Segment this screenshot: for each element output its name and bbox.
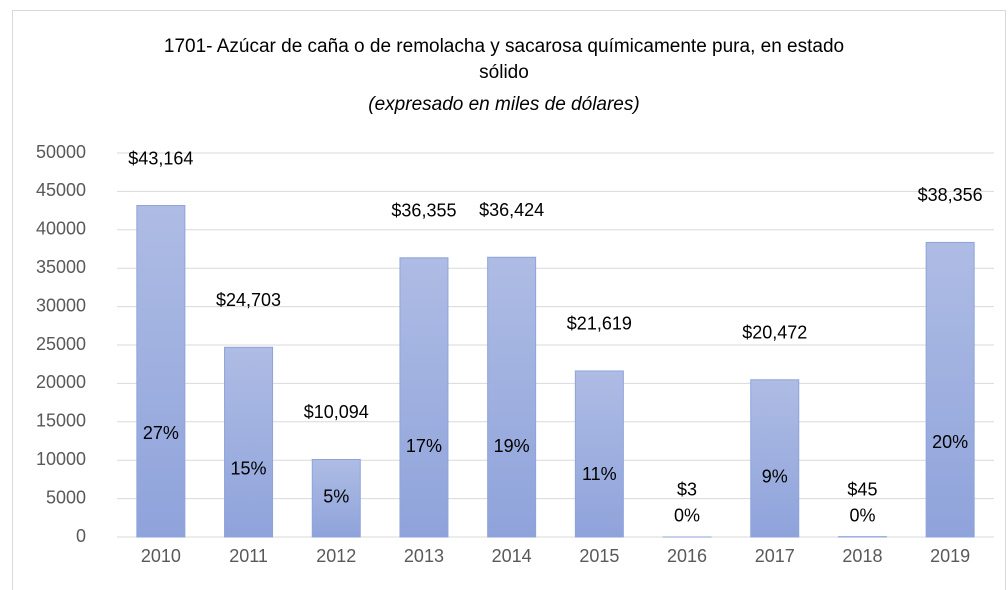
bar (311, 458, 361, 538)
x-tick-label: 2019 (930, 546, 970, 566)
y-tick-label: 25000 (36, 334, 86, 354)
x-tick-label: 2016 (667, 546, 707, 566)
y-tick-label: 30000 (36, 295, 86, 315)
x-tick-label: 2010 (141, 546, 181, 566)
share-label: 0% (674, 506, 700, 526)
bar (750, 379, 800, 538)
value-label: $38,356 (918, 185, 983, 205)
x-tick-label: 2013 (404, 546, 444, 566)
value-label: $43,164 (128, 148, 193, 168)
x-tick-label: 2011 (229, 546, 268, 566)
y-tick-label: 15000 (36, 411, 86, 431)
y-tick-label: 35000 (36, 257, 86, 277)
y-tick-label: 50000 (36, 142, 86, 162)
y-tick-label: 5000 (46, 487, 86, 507)
value-label: $20,472 (742, 323, 807, 343)
x-tick-label: 2015 (579, 546, 619, 566)
bar (136, 205, 186, 538)
x-tick-label: 2017 (755, 546, 795, 566)
value-label: $45 (847, 479, 877, 499)
share-label: 20% (932, 432, 968, 452)
y-tick-label: 45000 (36, 180, 86, 200)
x-tick-label: 2014 (492, 546, 532, 566)
share-label: 0% (849, 506, 875, 526)
x-tick-label: 2012 (316, 546, 356, 566)
x-tick-label: 2018 (842, 546, 882, 566)
value-label: $21,619 (567, 314, 632, 334)
y-tick-label: 10000 (36, 449, 86, 469)
share-label: 27% (143, 423, 179, 443)
chart-border (12, 10, 1006, 590)
share-label: 5% (323, 486, 349, 506)
share-label: 17% (406, 436, 442, 456)
share-label: 11% (582, 464, 617, 484)
value-label: $36,424 (479, 200, 544, 220)
value-label: $24,703 (216, 290, 281, 310)
bar (487, 256, 537, 538)
bar (574, 370, 624, 538)
y-tick-label: 0 (76, 526, 86, 546)
y-tick-label: 20000 (36, 372, 86, 392)
bar (224, 346, 274, 538)
y-tick-label: 40000 (36, 219, 86, 239)
share-label: 19% (494, 436, 530, 456)
share-label: 15% (231, 458, 267, 478)
bar (925, 241, 975, 538)
value-label: $10,094 (304, 402, 369, 422)
value-label: $3 (677, 480, 697, 500)
bar (399, 257, 449, 538)
share-label: 9% (762, 466, 788, 486)
chart-title: 1701- Azúcar de caña o de remolacha y sa… (163, 36, 845, 83)
value-label: $36,355 (391, 201, 456, 221)
chart-subtitle: (expresado en miles de dólares) (368, 94, 640, 115)
